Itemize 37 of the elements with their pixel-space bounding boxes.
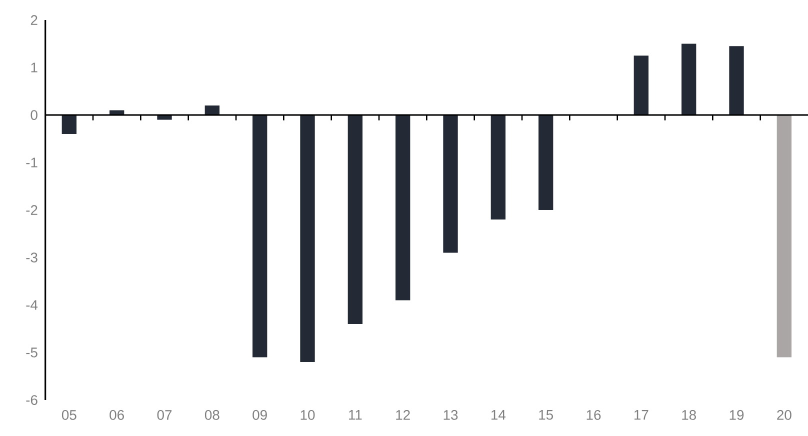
bar — [62, 115, 76, 134]
x-tick-label: 15 — [539, 410, 554, 420]
x-tick-label: 10 — [300, 410, 315, 420]
bar — [538, 115, 554, 210]
y-tick-label: 0 — [30, 110, 38, 120]
bar — [634, 56, 649, 116]
x-tick-label: 14 — [491, 410, 506, 420]
bar — [252, 115, 268, 358]
bar — [776, 115, 792, 358]
x-tick-label: 17 — [634, 410, 648, 420]
bar — [729, 46, 744, 116]
y-tick-label: -2 — [26, 205, 38, 215]
x-tick-label: 20 — [777, 410, 792, 420]
x-tick-label: 09 — [252, 410, 267, 420]
bar — [348, 115, 363, 324]
x-tick-label: 08 — [204, 410, 220, 420]
x-tick-label: 11 — [348, 410, 362, 420]
x-tick-label: 16 — [586, 410, 601, 420]
x-tick-label: 06 — [110, 410, 124, 420]
y-tick-label: -1 — [26, 158, 38, 168]
bar — [396, 115, 410, 300]
y-tick-label: -3 — [26, 252, 38, 262]
x-tick-label: 07 — [157, 410, 172, 420]
x-tick-label: 19 — [730, 410, 744, 420]
y-tick-label: -4 — [26, 300, 38, 310]
x-tick-label: 05 — [62, 410, 76, 420]
bar — [682, 44, 696, 116]
bar — [300, 115, 315, 362]
bar — [490, 115, 506, 220]
bar — [443, 115, 458, 253]
x-tick-label: 12 — [396, 410, 410, 420]
x-tick-label: 13 — [444, 410, 458, 420]
y-tick-label: -6 — [26, 395, 38, 405]
x-tick-label: 18 — [682, 410, 696, 420]
y-tick-label: -5 — [26, 348, 38, 358]
y-tick-label: 1 — [31, 62, 38, 72]
y-tick-label: 2 — [30, 15, 38, 25]
